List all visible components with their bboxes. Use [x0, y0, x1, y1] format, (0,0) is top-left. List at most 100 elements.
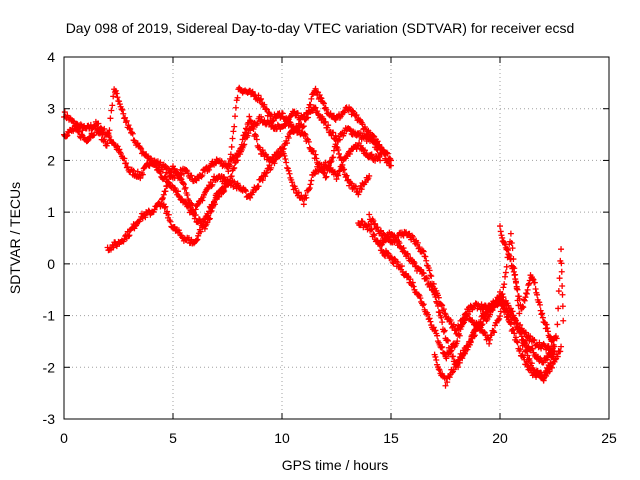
data-point — [538, 345, 545, 352]
data-point — [175, 193, 182, 200]
data-point — [206, 215, 213, 222]
data-point — [448, 347, 455, 354]
data-point — [455, 325, 462, 332]
data-point — [443, 355, 450, 362]
data-point — [518, 336, 525, 343]
data-point — [230, 128, 237, 135]
data-point — [517, 329, 524, 336]
data-point — [432, 353, 439, 360]
data-point — [175, 188, 182, 195]
data-point — [227, 151, 234, 158]
data-point — [232, 113, 239, 120]
data-point — [119, 106, 126, 113]
data-point — [226, 163, 233, 170]
data-point — [292, 125, 299, 132]
data-point — [228, 173, 235, 180]
data-point — [237, 146, 244, 153]
data-point — [450, 366, 457, 373]
data-point — [538, 311, 545, 318]
data-point — [435, 366, 442, 373]
data-point — [247, 117, 254, 124]
data-point — [559, 283, 566, 290]
data-point — [555, 305, 562, 312]
data-points — [61, 84, 567, 389]
data-point — [455, 356, 462, 363]
data-point — [343, 172, 350, 179]
data-point — [268, 113, 275, 120]
data-point — [314, 108, 321, 115]
data-point — [263, 169, 270, 176]
data-point — [188, 172, 195, 179]
data-point — [471, 332, 478, 339]
data-point — [358, 186, 365, 193]
data-point — [410, 258, 417, 265]
data-point — [323, 173, 330, 180]
data-point — [78, 131, 85, 138]
data-point — [325, 122, 332, 129]
data-point — [432, 293, 439, 300]
data-point — [104, 140, 111, 147]
data-point — [534, 291, 541, 298]
data-point — [199, 224, 206, 231]
data-point — [505, 302, 512, 309]
data-point — [414, 239, 421, 246]
y-tick-label: 4 — [47, 49, 55, 65]
data-point — [182, 184, 189, 191]
data-point — [524, 286, 531, 293]
data-point — [426, 267, 433, 274]
data-point — [420, 270, 427, 277]
data-point — [388, 157, 394, 164]
data-point — [220, 189, 227, 196]
data-point — [110, 93, 117, 100]
data-point — [447, 317, 454, 324]
data-point — [545, 343, 552, 350]
data-point — [180, 181, 187, 188]
data-point — [363, 150, 370, 157]
data-point — [228, 143, 235, 150]
data-point — [221, 174, 228, 181]
data-point — [539, 310, 546, 317]
data-point — [528, 360, 535, 367]
data-point — [258, 113, 265, 120]
data-point — [553, 335, 560, 342]
y-tick-label: 0 — [47, 256, 55, 272]
series-track-4 — [159, 113, 373, 247]
data-point — [206, 163, 213, 170]
series-track-7 — [377, 229, 558, 371]
data-point — [114, 94, 121, 101]
data-point — [336, 150, 343, 157]
data-point — [199, 197, 206, 204]
data-point — [445, 337, 452, 344]
data-point — [64, 132, 71, 139]
data-point — [294, 110, 301, 117]
data-point — [142, 214, 149, 221]
data-point — [509, 326, 516, 333]
data-point — [320, 100, 327, 107]
data-point — [368, 226, 375, 233]
data-point — [340, 167, 347, 174]
data-point — [507, 255, 514, 262]
data-point — [353, 112, 360, 119]
data-point — [517, 321, 524, 328]
data-point — [441, 310, 448, 317]
data-point — [277, 114, 284, 121]
data-point — [194, 236, 201, 243]
data-point — [430, 288, 437, 295]
plot-frame — [63, 56, 610, 420]
data-point — [239, 136, 246, 143]
data-point — [160, 191, 167, 198]
data-point — [321, 170, 328, 177]
data-point — [411, 260, 418, 267]
data-point — [532, 285, 539, 292]
data-point — [330, 154, 337, 161]
data-point — [194, 201, 201, 208]
data-point — [114, 143, 121, 150]
data-point — [118, 106, 125, 113]
data-point — [184, 192, 191, 199]
data-point — [116, 146, 123, 153]
data-point — [271, 160, 278, 167]
data-point — [225, 168, 232, 175]
data-point — [306, 144, 313, 151]
data-point — [335, 147, 342, 154]
data-point — [438, 301, 445, 308]
